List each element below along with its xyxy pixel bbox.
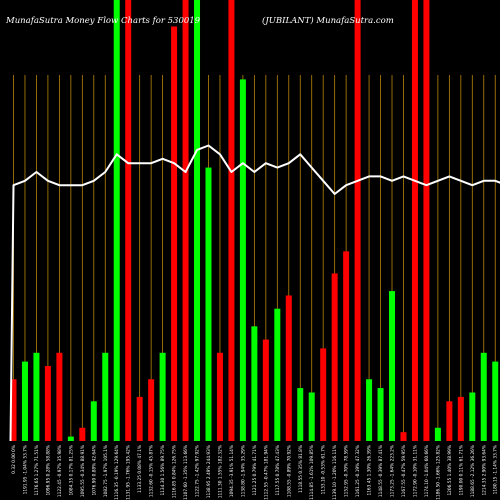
bar [90,401,97,441]
x-tick-label: 1148.55 -0.39% 87.41% [378,445,384,497]
bar [423,0,430,441]
x-tick-label: 1133.25 0.08% 47.1% [137,445,143,493]
bar [33,352,40,441]
bar [400,432,407,441]
bar [262,339,269,441]
x-tick-label: 0.32 0.00 0% [11,445,17,474]
x-tick-label: 1114.85 -1.61% 109.85% [309,445,315,500]
bar [251,326,258,441]
bar [182,0,189,441]
x-tick-label: 1180.15 -1.14% 33.7% [493,445,499,494]
bar [102,352,109,441]
x-tick-label: 1174.10 -1.04% 60.66% [424,445,430,497]
x-tick-label: 1111.30 1.55% 182.32% [217,445,223,498]
x-tick-label: 1163.45 1.30% 26.39% [367,445,373,496]
bar [469,392,476,441]
x-tick-label: 1161.25 -0.19% 47.32% [355,445,361,497]
x-tick-label: 1094.35 -3.91% 51.14% [229,445,235,497]
x-tick-label: 1108.55 -0.89% 70.92% [286,445,292,497]
bar [308,392,315,441]
bar [10,379,17,441]
bar [366,379,373,441]
bar [56,352,63,441]
bar [148,379,155,441]
x-tick-label: 1206.55 1.40% 38.99% [447,445,453,496]
bar [411,0,418,441]
x-tick-label: 1172.90 -0.10% 31.11% [412,445,418,497]
bar-series [10,0,499,442]
x-tick-label: 1191.95 -1.04% 53.7% [22,445,28,494]
x-tick-label: 1121.25 0.79% 41.71% [252,445,258,496]
x-tick-label: 1214.35 2.90% 93.64% [481,445,487,496]
bar [205,167,212,441]
x-tick-label: 1076.90 0.88% 42.64% [91,445,97,496]
x-tick-label: 1186.50 -1.66% 125.82% [435,445,441,500]
bar [446,401,453,441]
bar [320,348,327,441]
x-tick-label: 1112.55 -0.47% 181.94% [263,445,269,500]
x-tick-label: 1116.85 0.84% 126.75% [172,445,178,498]
chart-title-left: MunafaSutra Money Flow Charts for 530019 [5,16,201,26]
x-tick-label: 1167.55 -0.47% 59.95% [401,445,407,497]
bar [297,388,304,441]
x-tick-label: 1122.45 -0.97% 35.98% [57,445,63,497]
bar [457,396,464,441]
x-axis-tick-labels: 0.32 0.00 0% 1191.95 -1.04% 53.7% 1176.65 … [11,445,499,500]
bar [67,436,74,441]
bar [239,79,246,441]
x-tick-label: 1138.80 -1.94% 35.29% [240,445,246,497]
x-tick-label: 1107.60 -1.35% 113.66% [183,445,189,500]
bar [159,352,166,441]
x-tick-label: 1117.55 0.78% 47.43% [275,445,281,496]
x-tick-label: 1082.75 -1.97% 105.1% [103,445,109,497]
bar [228,0,235,441]
bar [274,308,281,441]
x-tick-label: 1190.00 0.11% 61.71% [458,445,464,496]
bar [136,396,143,441]
chart-title-right: (JUBILANT) MunafaSutra.com [262,15,394,26]
x-tick-label: 1176.65 1.27% 71.51% [34,445,40,496]
x-tick-label: 1139.10 -1.20% 116.11% [332,445,338,500]
bar [434,427,441,441]
bar [285,295,292,441]
x-tick-label: 1132.60 -0.15% 45.87% [149,445,155,497]
bar [79,427,86,441]
bar [480,352,487,441]
x-tick-label: 1096.95 0.28% 58.88% [45,445,51,496]
bar [44,366,51,441]
x-tick-label: 1152.95 -0.70% 78.59% [344,445,350,497]
bar [492,361,499,441]
x-tick-label: 1133.10 -0.53% 61.7% [321,445,327,494]
bar [377,388,384,441]
x-tick-label: 1138.95 2.49% 244.93% [206,445,212,498]
x-tick-label: 1188.65 -2.12% 36.26% [470,445,476,497]
x-tick-label: 1118.55 0.35% 81.8% [298,445,304,493]
bar [21,361,28,441]
bar [113,0,120,441]
bar [125,0,132,441]
bar [171,26,178,442]
bar [216,352,223,441]
x-tick-label: 1122.75 -1.42% 97.92% [195,445,201,497]
bar [354,0,361,441]
x-tick-label: 1084.35 0.17% 81.25% [68,445,74,496]
bar [389,291,396,441]
x-tick-label: 1095.55 -0.34% 88.91% [80,445,86,497]
x-tick-label: 1173.25 -1.64% 223.2% [390,445,396,497]
x-tick-label: 1134.30 1.56% 89.75% [160,445,166,496]
money-flow-line [9,144,500,442]
bar [343,251,350,441]
bar [331,273,338,441]
x-tick-label: 1131.95 -1.76% 195.42% [126,445,132,500]
x-tick-label: 1116.35 -0.19% 129.64% [114,445,120,500]
bar [194,0,201,441]
